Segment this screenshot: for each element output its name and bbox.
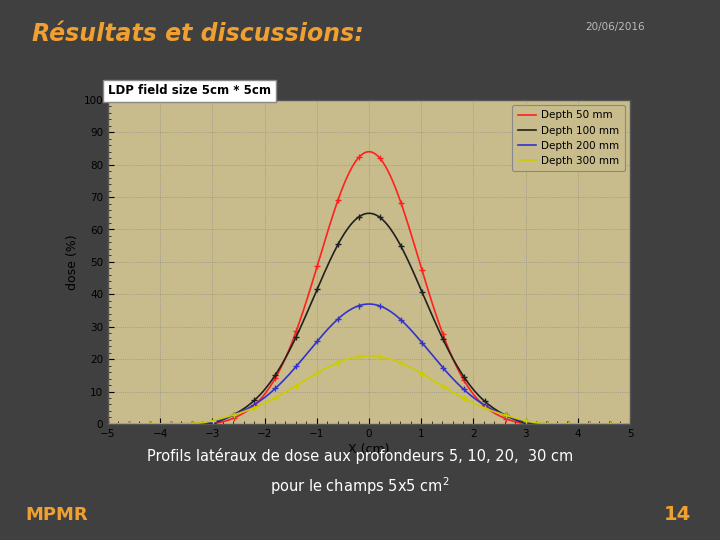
Legend: Depth 50 mm, Depth 100 mm, Depth 200 mm, Depth 300 mm: Depth 50 mm, Depth 100 mm, Depth 200 mm,… [513, 105, 625, 171]
Text: MPMR: MPMR [25, 506, 88, 524]
Text: Profils latéraux de dose aux profondeurs 5, 10, 20,  30 cm: Profils latéraux de dose aux profondeurs… [147, 448, 573, 464]
Text: pour le champs 5x5 cm$^2$: pour le champs 5x5 cm$^2$ [270, 475, 450, 497]
Y-axis label: dose (%): dose (%) [66, 234, 79, 290]
Text: Résultats et discussions:: Résultats et discussions: [32, 22, 364, 45]
Text: LDP field size 5cm * 5cm: LDP field size 5cm * 5cm [108, 84, 271, 97]
Text: 20/06/2016: 20/06/2016 [585, 22, 644, 32]
Text: 14: 14 [664, 505, 691, 524]
X-axis label: X (cm): X (cm) [348, 443, 390, 456]
